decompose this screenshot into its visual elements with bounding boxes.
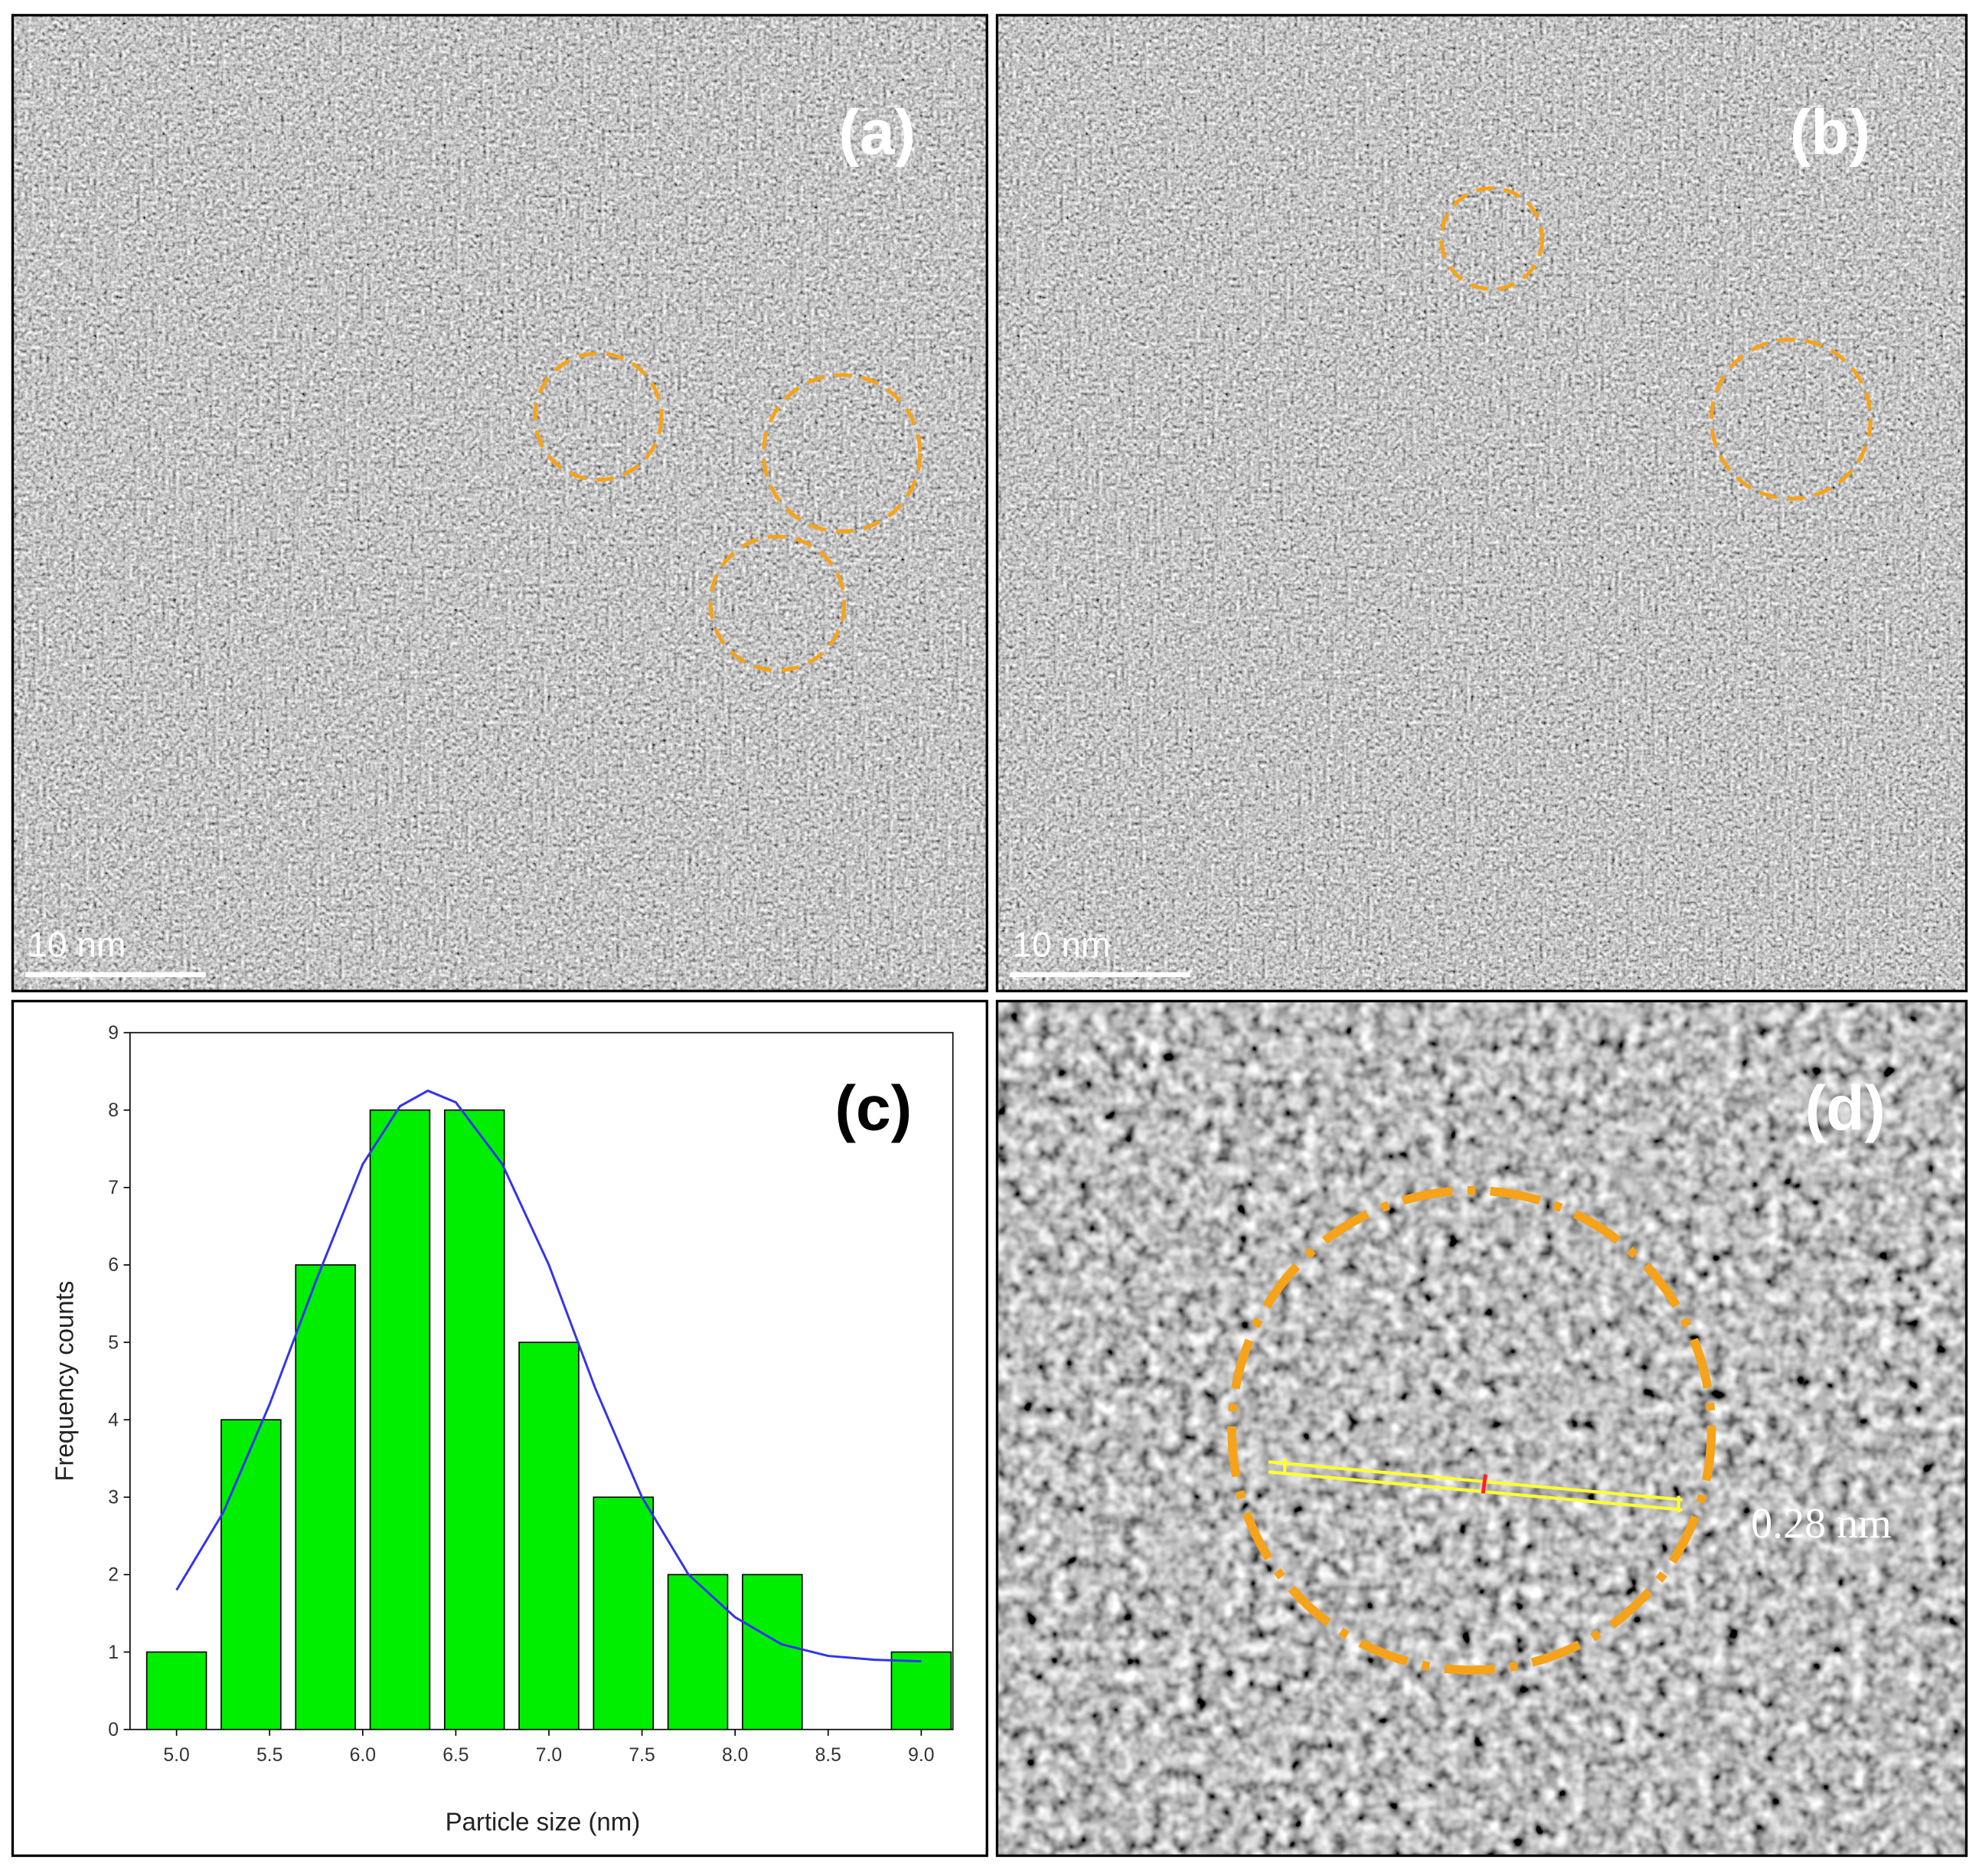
y-tick-label: 3 (108, 1488, 119, 1508)
circle (761, 373, 923, 534)
bar (443, 1109, 505, 1731)
panel-border (995, 14, 1968, 992)
bar (890, 1651, 952, 1731)
y-axis-label: Frequency counts (51, 1281, 79, 1482)
bar (518, 1342, 580, 1731)
bar (145, 1651, 207, 1731)
scale-bar-label: 10 nm (28, 925, 126, 965)
lattice-lines (1268, 1458, 1683, 1513)
x-tick-label: 8.5 (815, 1745, 841, 1766)
panel-border (11, 14, 988, 992)
bar (220, 1419, 282, 1731)
panel-label: (d) (1805, 1074, 1886, 1144)
circle (533, 351, 664, 482)
y-tick-label: 1 (108, 1642, 119, 1663)
fit-curve (175, 1089, 922, 1663)
circle (708, 534, 847, 672)
spacing-label: 0.28 nm (1751, 1500, 1892, 1548)
particle-circles (533, 351, 923, 672)
y-tick-label: 4 (108, 1410, 119, 1430)
circle (1439, 186, 1545, 292)
hrtem-image (997, 1001, 1967, 1856)
bar (593, 1496, 654, 1731)
y-tick-label: 9 (108, 1023, 119, 1044)
particle-circle (1227, 1185, 1716, 1675)
bar (742, 1574, 803, 1731)
y-tick-label: 0 (108, 1720, 119, 1740)
tem-image (12, 15, 988, 992)
x-tick-label: 9.0 (908, 1745, 934, 1766)
x-tick-label: 7.5 (629, 1745, 655, 1766)
x-tick-label: 5.5 (256, 1745, 282, 1766)
scale-bar-label: 10 nm (1012, 925, 1110, 965)
tem-image (997, 15, 1967, 992)
x-tick-label: 5.0 (163, 1745, 189, 1766)
y-tick-label: 8 (108, 1100, 119, 1121)
y-tick-label: 5 (108, 1332, 119, 1353)
x-axis-label: Particle size (nm) (446, 1808, 641, 1836)
x-tick-label: 8.0 (722, 1745, 748, 1766)
circle (1710, 338, 1873, 501)
histogram-chart: 0 1 2 3 4 5 6 7 8 9 5.0 5.5 6.0 6.5 7.0 7.5 8.0 8.5 9.0 (108, 1023, 954, 1766)
panel-label: (a) (838, 97, 916, 168)
lattice-line (1268, 1460, 1683, 1502)
lattice-line (1268, 1470, 1683, 1512)
panel-label: (b) (1790, 97, 1870, 168)
bar (369, 1109, 431, 1731)
x-tick-label: 6.5 (442, 1745, 469, 1766)
bar (295, 1264, 356, 1731)
panel-label: (c) (834, 1074, 912, 1144)
bar (667, 1574, 729, 1731)
y-tick-label: 2 (108, 1565, 119, 1586)
x-tick-label: 7.0 (536, 1745, 562, 1766)
spacing-marker (1481, 1474, 1488, 1494)
y-tick-label: 7 (108, 1178, 119, 1198)
panel-border (995, 999, 1968, 1858)
y-tick-label: 6 (108, 1255, 119, 1276)
x-tick-label: 6.0 (350, 1745, 376, 1766)
particle-circles (1439, 186, 1873, 501)
